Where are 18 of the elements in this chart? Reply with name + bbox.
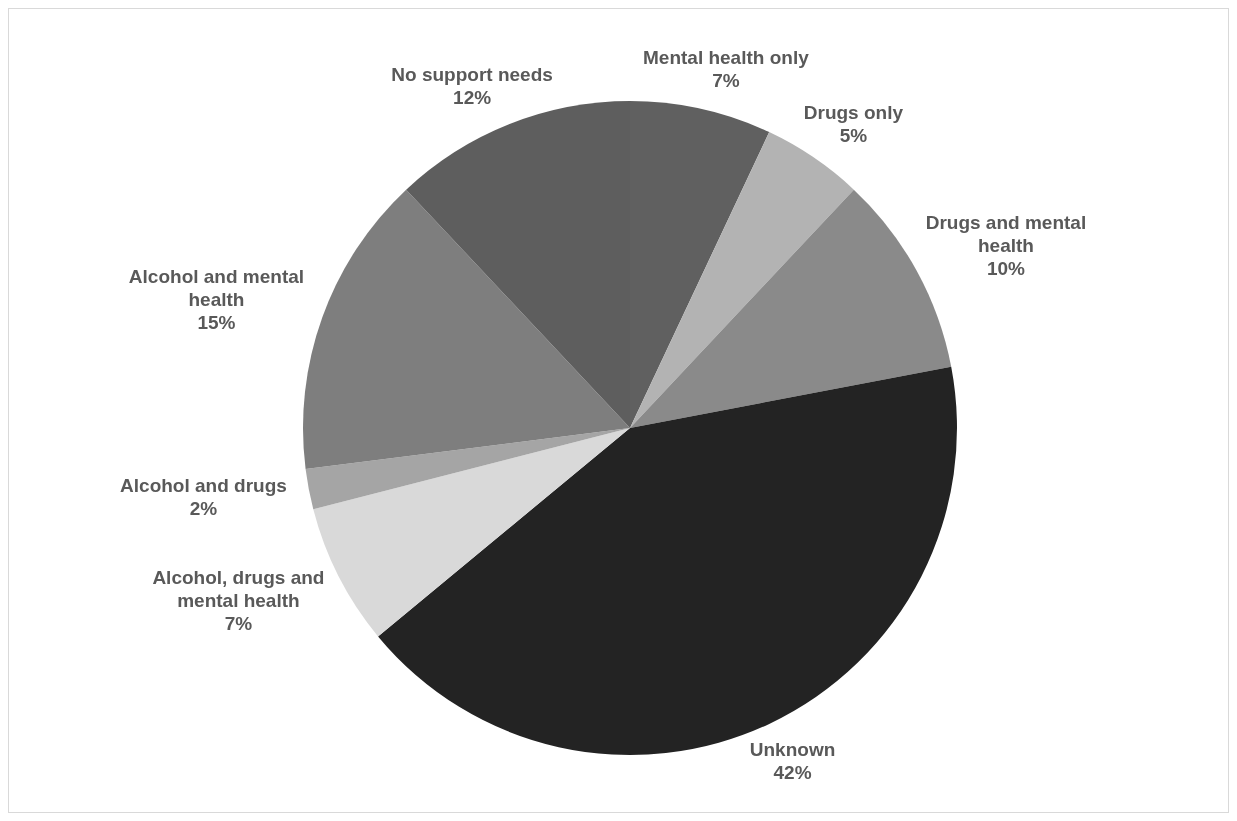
slice-label: Drugs and mental health [925,212,1087,257]
data-label: 12% [453,87,492,109]
data-label: 42% [773,762,812,784]
data-label: 7% [224,613,253,635]
data-label: 7% [712,70,740,92]
data-label: 2% [189,498,218,520]
slice-label: Alcohol and mental health [128,266,305,311]
slice-label: Drugs only [803,102,904,124]
slice-label: Alcohol, drugs and mental health [152,567,325,612]
slice-label: Mental health only [643,47,810,69]
data-label: 10% [986,258,1026,280]
slice-label: Alcohol and drugs [120,475,287,497]
data-label: 5% [839,125,868,147]
slice-label: Unknown [749,739,836,761]
data-label: 15% [197,312,236,334]
pie-slice [305,428,630,510]
slice-label: No support needs [391,64,553,86]
pie-slice [378,366,957,755]
